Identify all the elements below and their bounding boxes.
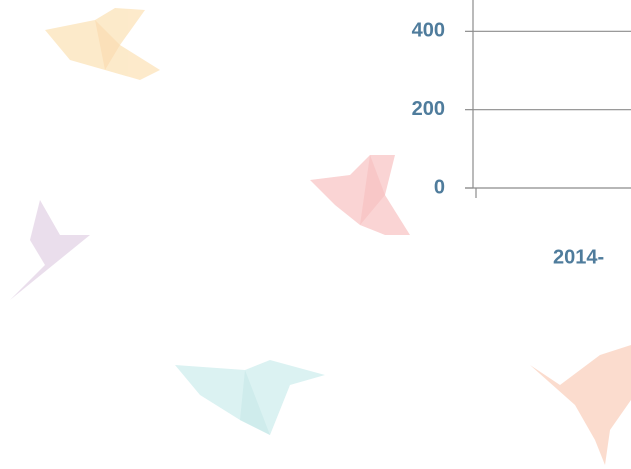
chart: 0 200 400 2014- <box>0 0 631 469</box>
y-tick-label: 0 <box>434 176 445 198</box>
decoration <box>10 8 631 465</box>
page: {"chart_data": {"type": "line", "categor… <box>0 0 631 469</box>
x-tick-label: 2014- <box>553 246 604 268</box>
y-tick-label: 400 <box>412 20 445 42</box>
y-tick-label: 200 <box>412 98 445 120</box>
